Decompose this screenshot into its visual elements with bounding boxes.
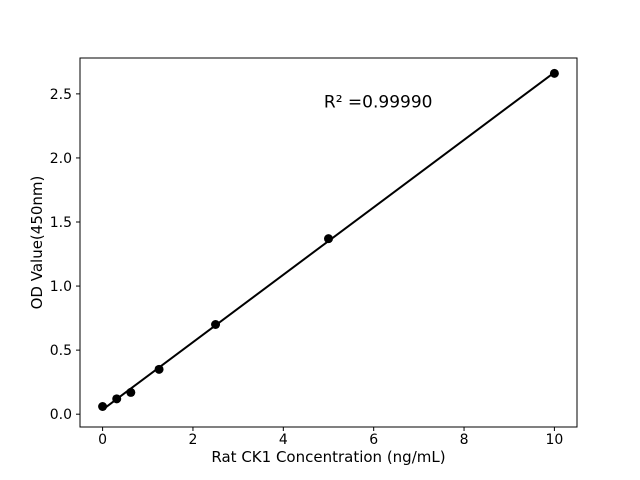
data-point (324, 234, 333, 244)
x-tick-label: 0 (98, 432, 107, 448)
data-point (126, 387, 136, 397)
data-point (98, 402, 108, 411)
plot-frame (79, 57, 578, 428)
y-tick-label: 1.0 (50, 279, 72, 295)
y-tick-label: 0.0 (50, 407, 72, 423)
x-axis-label: Rat CK1 Concentration (ng/mL) (211, 448, 445, 466)
data-point (211, 320, 221, 329)
r-squared-annotation: R² =0.99990 (324, 93, 433, 113)
data-point (154, 364, 164, 374)
y-axis-label: OD Value(450nm) (28, 176, 46, 310)
data-point (549, 68, 559, 78)
x-tick-label: 10 (545, 432, 563, 448)
y-tick-label: 0.5 (50, 343, 72, 359)
x-tick-label: 2 (188, 432, 197, 448)
x-tick-label: 8 (460, 432, 469, 448)
y-tick-label: 1.5 (50, 215, 72, 231)
data-point (112, 394, 122, 404)
x-tick-label: 4 (279, 432, 288, 448)
x-tick-label: 6 (369, 432, 378, 448)
y-tick-label: 2.5 (50, 87, 72, 103)
y-tick-label: 2.0 (50, 151, 72, 167)
